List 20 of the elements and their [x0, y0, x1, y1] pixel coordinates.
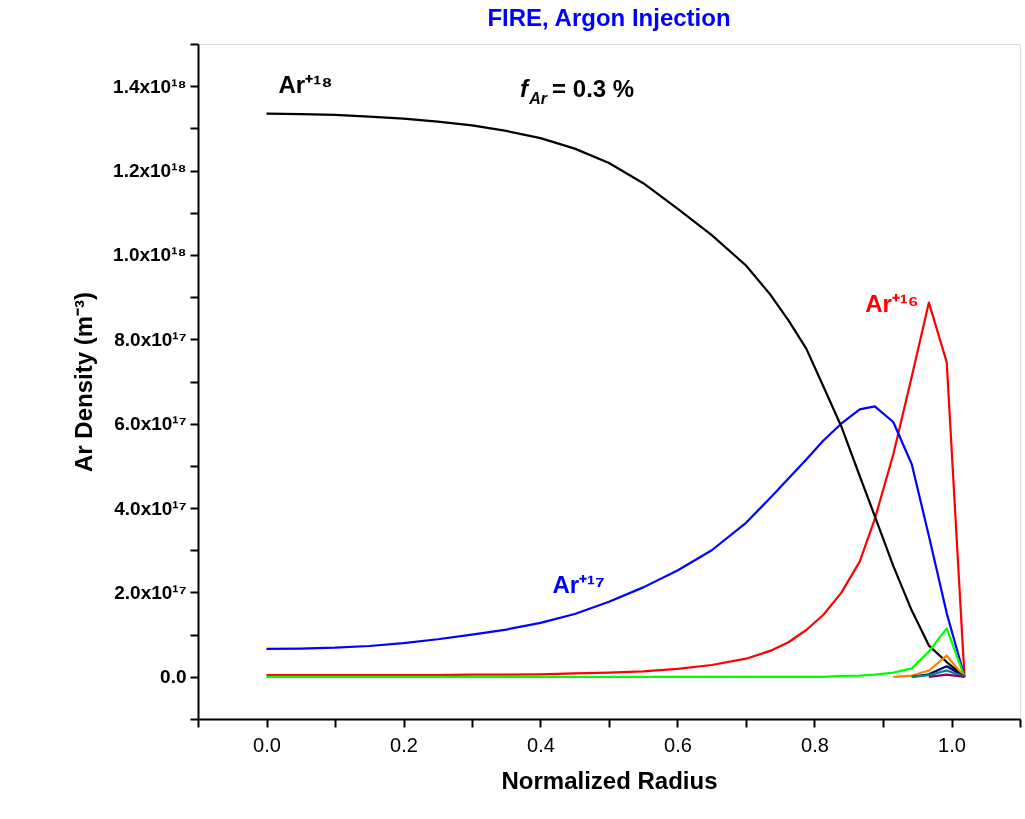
x-tick-label: 1.0 [938, 733, 966, 756]
y-tick-label: 4.0x10¹⁷ [114, 497, 187, 519]
y-axis-title: Ar Density (m⁻³) [70, 291, 98, 473]
y-tick-label: 6.0x10¹⁷ [114, 413, 187, 435]
y-tick-label: 2.0x10¹⁷ [114, 581, 187, 603]
x-axis-title: Normalized Radius [501, 766, 718, 794]
x-tick-label: 0.2 [390, 733, 418, 756]
x-tick-label: 0.6 [664, 733, 692, 756]
series-label: Ar⁺¹⁷ [552, 570, 605, 598]
x-tick-label: 0.4 [527, 733, 555, 756]
chart-title: FIRE, Argon Injection [487, 4, 731, 31]
y-tick-label: 1.4x10¹⁸ [113, 75, 187, 97]
x-tick-label: 0.8 [801, 733, 829, 756]
y-tick-label: 1.2x10¹⁸ [113, 160, 187, 182]
y-tick-label: 0.0 [160, 666, 187, 688]
series-label: Ar⁺¹⁸ [278, 70, 333, 98]
y-tick-label: 8.0x10¹⁷ [114, 328, 187, 350]
y-tick-label: 1.0x10¹⁸ [113, 244, 187, 266]
x-tick-label: 0.0 [253, 733, 281, 756]
series-label: Ar⁺¹⁶ [865, 289, 919, 317]
